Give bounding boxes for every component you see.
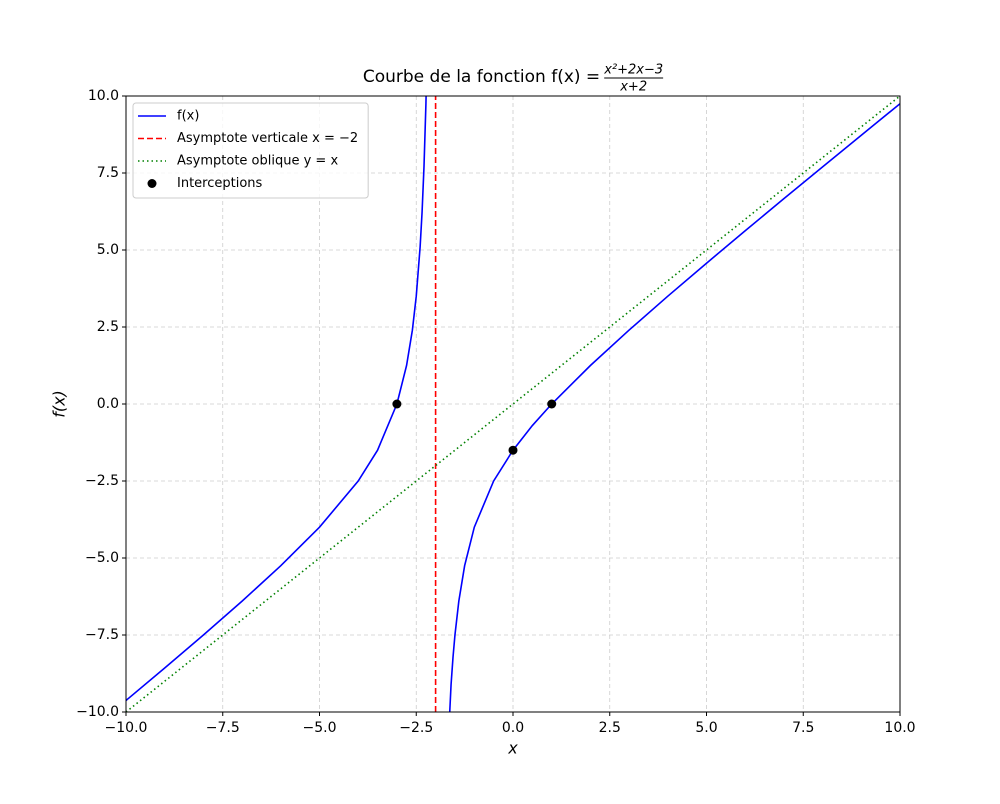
x-tick-label: 10.0 <box>884 720 915 736</box>
y-tick-label: 5.0 <box>97 242 119 258</box>
legend-label: f(x) <box>177 109 199 124</box>
y-axis-label: f(x) <box>50 390 69 418</box>
x-tick-label: 2.5 <box>599 720 621 736</box>
axes-frame <box>125 95 901 713</box>
legend-swatch <box>147 179 157 188</box>
x-axis-label: x <box>507 739 518 758</box>
intercept-point <box>392 399 402 409</box>
chart-title: Courbe de la fonction f(x) = <box>363 67 600 87</box>
intercept-point <box>547 399 557 409</box>
x-tick-label: 7.5 <box>792 720 814 736</box>
y-tick-label: 7.5 <box>97 165 119 181</box>
x-tick-label: 0.0 <box>502 720 524 736</box>
series-line <box>126 96 900 712</box>
x-tick-label: −2.5 <box>399 720 433 736</box>
y-tick-label: −10.0 <box>76 704 119 720</box>
title-denominator: x+2 <box>619 80 647 95</box>
y-tick-label: −7.5 <box>85 627 119 643</box>
legend-label: Asymptote verticale x = −2 <box>177 131 358 146</box>
y-tick-label: 10.0 <box>88 88 119 104</box>
y-tick-label: −2.5 <box>85 473 119 489</box>
legend-label: Interceptions <box>177 176 263 191</box>
legend-box <box>132 102 369 199</box>
intercept-point <box>508 445 518 455</box>
plot-area <box>126 96 900 712</box>
legend-label: Asymptote oblique y = x <box>177 154 338 169</box>
y-tick-label: −5.0 <box>85 550 119 566</box>
y-tick-label: 0.0 <box>97 396 119 412</box>
x-tick-label: −10.0 <box>105 720 148 736</box>
x-tick-label: −5.0 <box>303 720 337 736</box>
x-tick-label: 5.0 <box>695 720 717 736</box>
y-tick-label: 2.5 <box>97 319 119 335</box>
x-tick-label: −7.5 <box>206 720 240 736</box>
title-numerator: x²+2x−3 <box>603 63 663 78</box>
